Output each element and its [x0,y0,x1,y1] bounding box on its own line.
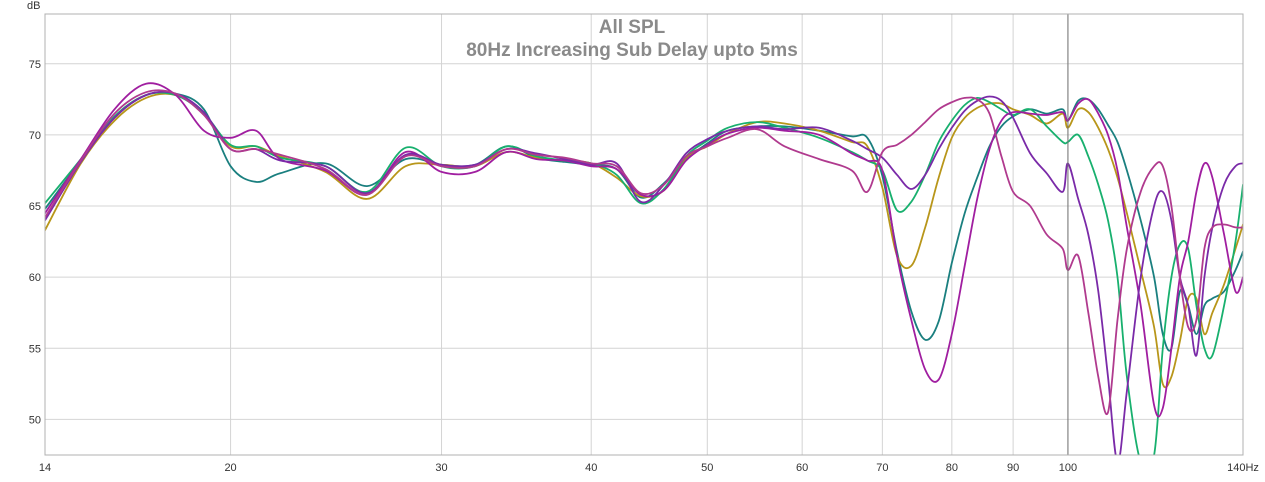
y-tick-label: 55 [29,343,41,355]
x-tick-label: 14 [39,462,51,474]
series-lines [45,82,1243,455]
x-tick-label: 90 [1007,462,1019,474]
series-line-5 [45,90,1243,455]
x-tick-label: 70 [876,462,888,474]
series-line-6 [45,89,1243,416]
y-axis-label: dB [27,0,40,12]
y-tick-label: 75 [29,59,41,71]
tick-labels: 14 20 30 40 50 60 70 80 90 100 140Hz 50 55 60 65 70 75 [29,59,1259,474]
x-tick-label: 50 [701,462,713,474]
chart-subtitle: 80Hz Increasing Sub Delay upto 5ms [466,40,798,61]
y-tick-label: 50 [29,414,41,426]
x-tick-label: 60 [796,462,808,474]
series-line-2 [45,92,1243,389]
chart-title: All SPL [599,17,666,38]
x-tick-label: 40 [585,462,597,474]
y-tick-label: 60 [29,272,41,284]
series-line-1 [45,91,1243,352]
plot-frame [44,13,1244,456]
y-tick-label: 70 [29,130,41,142]
series-line-3 [45,91,1243,455]
x-tick-label: 100 [1059,462,1077,474]
x-tick-label: 20 [224,462,236,474]
x-tick-label: 30 [435,462,447,474]
x-tick-label: 140Hz [1227,462,1259,474]
y-tick-label: 65 [29,201,41,213]
x-tick-label: 80 [946,462,958,474]
